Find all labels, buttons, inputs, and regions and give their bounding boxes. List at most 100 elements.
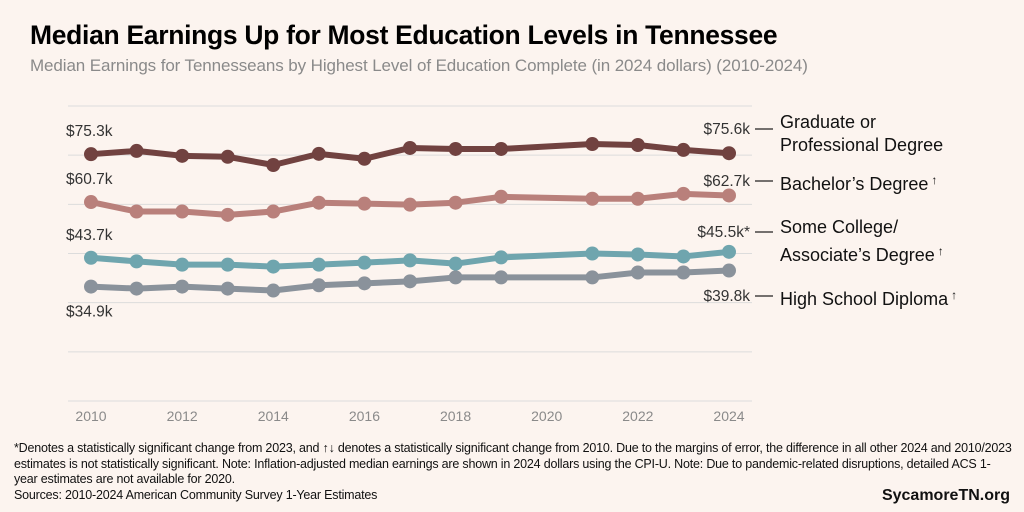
data-point — [311, 278, 326, 293]
data-point — [494, 250, 509, 265]
legend-label: High School Diploma ↑ — [780, 284, 957, 311]
x-tick-label: 2010 — [75, 408, 106, 424]
data-point — [266, 283, 281, 298]
data-point — [311, 257, 326, 272]
start-value-label: $75.3k — [66, 123, 113, 140]
series-line — [90, 190, 730, 218]
legend-label: Professional Degree — [780, 134, 943, 157]
legend-text: Bachelor’s Degree — [780, 174, 929, 194]
x-tick-label: 2020 — [531, 408, 562, 424]
series-line — [90, 248, 730, 270]
data-point — [220, 257, 235, 272]
data-point — [630, 191, 645, 206]
data-point — [175, 257, 190, 272]
source-note: Sources: 2010-2024 American Community Su… — [14, 488, 378, 502]
x-tick-label: 2018 — [440, 408, 471, 424]
end-value-label: $45.5k* — [697, 224, 750, 241]
footnote: *Denotes a statistically significant cha… — [14, 441, 1012, 486]
significance-marker: ↑ — [931, 173, 938, 187]
data-point — [448, 270, 463, 285]
data-point — [722, 146, 736, 161]
data-point — [175, 279, 190, 294]
data-point — [84, 250, 98, 265]
x-axis-ticks: 2010 2012 2014 2016 2018 2020 2022 2024 — [75, 408, 744, 424]
data-point — [403, 274, 417, 289]
end-value-label: $39.8k — [703, 288, 750, 305]
data-point — [84, 279, 98, 294]
data-point — [722, 263, 736, 278]
legend-text: Graduate or — [780, 112, 877, 132]
series-line — [90, 267, 730, 294]
data-point — [357, 276, 372, 291]
legend-label: Bachelor’s Degree ↑ — [780, 169, 937, 196]
significance-marker: ↑ — [951, 288, 958, 302]
data-point — [630, 138, 645, 153]
end-value-label: $75.6k — [703, 121, 750, 138]
data-point — [357, 255, 372, 270]
data-point — [311, 146, 326, 161]
data-point — [220, 207, 235, 222]
legend-text: Some College/ — [780, 217, 899, 237]
x-tick-label: 2016 — [349, 408, 380, 424]
x-tick-label: 2024 — [713, 408, 744, 424]
legend-label: Associate’s Degree ↑ — [780, 240, 944, 267]
data-point — [266, 204, 281, 219]
data-point — [676, 186, 691, 201]
data-point — [448, 256, 463, 271]
data-point — [403, 253, 417, 268]
data-point — [129, 143, 144, 158]
data-point — [403, 197, 417, 212]
series-line — [90, 141, 730, 168]
data-point — [585, 191, 600, 206]
data-point — [585, 270, 600, 285]
legend-label: Graduate or — [780, 111, 876, 134]
data-point — [448, 195, 463, 210]
data-point — [722, 244, 736, 259]
data-point — [220, 281, 235, 296]
data-point — [676, 142, 691, 157]
data-point — [585, 246, 600, 261]
x-tick-label: 2012 — [167, 408, 198, 424]
data-point — [357, 151, 372, 166]
legend-text: High School Diploma — [780, 289, 949, 309]
data-point — [129, 204, 144, 219]
data-point — [266, 259, 281, 274]
data-point — [403, 140, 417, 155]
data-point — [494, 189, 509, 204]
brand-logo-text: SycamoreTN.org — [881, 487, 1010, 504]
data-point — [129, 281, 144, 296]
start-value-label: $34.9k — [66, 304, 113, 321]
data-point — [175, 204, 190, 219]
end-value-label: $62.7k — [703, 173, 750, 190]
data-point — [630, 265, 645, 280]
data-point — [630, 247, 645, 262]
chart-subtitle: Median Earnings for Tennesseans by Highe… — [30, 56, 808, 75]
data-point — [84, 195, 98, 210]
data-point — [722, 188, 736, 203]
data-point — [357, 196, 372, 211]
legend-label: Some College/ — [780, 216, 898, 239]
x-tick-label: 2022 — [622, 408, 653, 424]
data-point — [84, 147, 98, 162]
data-point — [494, 270, 509, 285]
data-point — [220, 149, 235, 164]
data-point — [175, 148, 190, 163]
data-point — [585, 137, 600, 152]
line-chart: 2010 2012 2014 2016 2018 2020 2022 2024 $75.3k$… — [66, 105, 773, 424]
data-point — [448, 141, 463, 156]
data-point — [676, 249, 691, 264]
start-value-label: $43.7k — [66, 227, 113, 244]
legend-text: Associate’s Degree — [780, 245, 935, 265]
significance-marker: ↑ — [937, 244, 944, 258]
data-point — [311, 195, 326, 210]
data-point — [266, 158, 281, 172]
chart-title: Median Earnings Up for Most Education Le… — [30, 20, 778, 50]
legend-text: Professional Degree — [780, 135, 944, 155]
data-point — [676, 265, 691, 280]
x-tick-label: 2014 — [258, 408, 289, 424]
data-point — [129, 254, 144, 269]
series-lines — [84, 137, 736, 298]
start-value-label: $60.7k — [66, 171, 113, 188]
data-point — [494, 141, 509, 156]
value-labels: $75.3k $60.7k $43.7k $34.9k $75.6k $62.7k $45.… — [66, 121, 773, 321]
